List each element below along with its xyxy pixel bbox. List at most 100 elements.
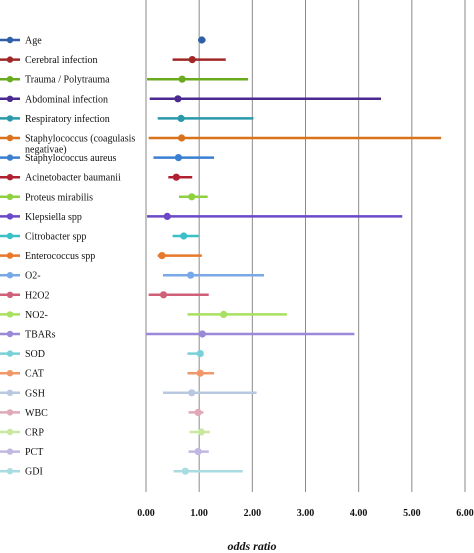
legend-swatch-dot: [6, 232, 14, 240]
tick-label-3: 3.00: [297, 508, 315, 519]
tick-label-2: 2.00: [244, 508, 262, 519]
legend-label: Trauma / Polytrauma: [25, 75, 110, 86]
legend-label: WBC: [25, 408, 48, 419]
legend-swatch-dot: [6, 272, 14, 279]
legend-swatch-dot: [6, 350, 14, 357]
legend-swatch-dot: [6, 428, 14, 436]
legend-label: O2-: [25, 271, 41, 282]
legend-item: SOD: [0, 349, 45, 360]
legend-item: CAT: [0, 369, 44, 380]
odds-ratio-point: [188, 193, 196, 201]
odds-ratio-point: [178, 75, 186, 83]
odds-ratio-point: [159, 291, 168, 299]
x-axis: 0.00 1.00 2.00 3.00 4.00 5.00 6.00: [137, 508, 474, 519]
legend-item: Staphylococcus aureus: [0, 153, 116, 164]
legend-item: NO2-: [0, 310, 48, 321]
legend: Age Cerebral infection Trauma / Polytrauma…: [0, 36, 135, 478]
legend-label: Enterococcus spp: [25, 251, 95, 262]
tick-label-1: 1.00: [190, 508, 208, 519]
legend-swatch-dot: [6, 154, 14, 161]
legend-item: PCT: [0, 447, 43, 458]
legend-item: Staphylococcus (coagulasis negativae): [0, 134, 135, 156]
odds-ratio-point: [158, 252, 166, 260]
legend-item: Cerebral infection: [0, 55, 97, 66]
odds-ratio-point: [194, 448, 202, 456]
legend-label: Acinetobacter baumanii: [25, 173, 121, 184]
legend-swatch-dot: [6, 36, 14, 44]
tick-label-4: 4.00: [350, 508, 368, 519]
legend-item: O2-: [0, 271, 41, 282]
legend-item: Acinetobacter baumanii: [0, 173, 121, 184]
legend-label: Staphylococcus aureus: [25, 153, 116, 164]
legend-swatch-dot: [6, 330, 14, 338]
legend-label: Cerebral infection: [25, 55, 97, 66]
legend-swatch-dot: [6, 115, 14, 122]
legend-item: Abdominal infection: [0, 94, 108, 105]
legend-swatch-dot: [6, 134, 14, 142]
odds-ratio-point: [172, 173, 180, 181]
legend-label: H2O2: [25, 290, 49, 301]
legend-label: Abdominal infection: [25, 94, 108, 105]
odds-ratio-point: [188, 389, 196, 397]
legend-item: Trauma / Polytrauma: [0, 75, 110, 86]
odds-ratio-point: [198, 330, 206, 338]
legend-label: PCT: [25, 447, 43, 458]
legend-swatch-dot: [6, 370, 14, 377]
legend-swatch-dot: [6, 389, 14, 396]
tick-label-5: 5.00: [403, 508, 421, 519]
legend-label: CRP: [25, 428, 44, 439]
legend-swatch-dot: [6, 95, 14, 103]
legend-label: Staphylococcus (coagulasis negativae): [25, 134, 135, 156]
odds-ratio-point: [188, 56, 196, 64]
grid-lines: [145, 0, 466, 492]
odds-ratio-point: [174, 95, 182, 103]
legend-label: Citrobacter spp: [25, 232, 86, 243]
legend-item: Citrobacter spp: [0, 232, 86, 243]
odds-ratio-point: [220, 310, 228, 318]
odds-ratio-point: [198, 36, 206, 44]
odds-ratio-point: [194, 408, 202, 416]
legend-item: Proteus mirabilis: [0, 192, 93, 203]
x-axis-label: odds ratio: [227, 539, 276, 553]
odds-ratio-point: [180, 232, 188, 240]
odds-ratio-point: [197, 428, 205, 436]
legend-item: H2O2: [0, 290, 49, 301]
legend-swatch-dot: [6, 56, 14, 63]
legend-label: GDI: [25, 467, 43, 478]
legend-label: Age: [25, 36, 42, 47]
legend-label: CAT: [25, 369, 44, 380]
odds-ratio-point: [196, 369, 204, 377]
legend-item: CRP: [0, 428, 44, 439]
legend-item: Age: [0, 36, 42, 47]
legend-swatch-dot: [6, 291, 14, 298]
legend-swatch-dot: [6, 76, 14, 83]
legend-swatch-dot: [6, 448, 14, 455]
legend-item: WBC: [0, 408, 48, 419]
legend-swatch-dot: [6, 311, 14, 318]
tick-label-6: 6.00: [456, 508, 474, 519]
legend-swatch-dot: [6, 193, 14, 200]
legend-swatch-dot: [6, 213, 14, 220]
legend-item: Enterococcus spp: [0, 251, 95, 262]
odds-ratio-point: [181, 467, 189, 475]
legend-label: Proteus mirabilis: [25, 192, 93, 203]
legend-swatch-dot: [6, 174, 14, 181]
legend-swatch-dot: [6, 252, 14, 259]
legend-swatch-dot: [6, 468, 14, 475]
odds-ratio-point: [177, 114, 185, 122]
odds-ratio-point: [187, 271, 195, 279]
legend-item: GSH: [0, 388, 45, 399]
odds-ratio-point: [196, 350, 204, 358]
plot-area: [146, 36, 442, 475]
odds-ratio-point: [163, 212, 171, 220]
legend-label: GSH: [25, 388, 45, 399]
legend-label: TBARs: [25, 330, 56, 341]
legend-swatch-dot: [6, 409, 14, 416]
legend-item: Klepsiella spp: [0, 212, 82, 223]
legend-item: GDI: [0, 467, 43, 478]
legend-label: Respiratory infection: [25, 114, 110, 125]
legend-item: TBARs: [0, 330, 56, 341]
legend-label: NO2-: [25, 310, 48, 321]
legend-label: SOD: [25, 349, 45, 360]
